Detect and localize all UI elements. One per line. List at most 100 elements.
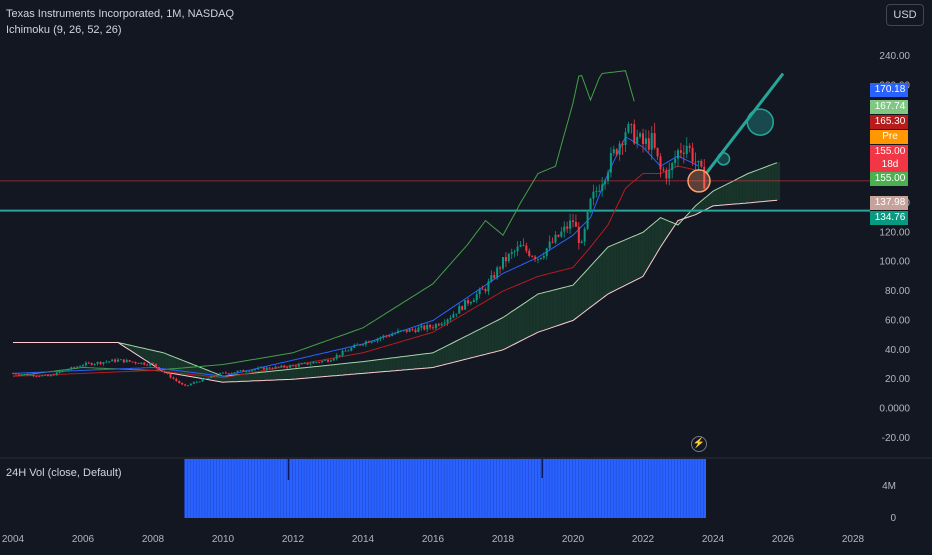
candle-body <box>259 367 262 369</box>
candle-body <box>644 138 647 144</box>
candle-body <box>38 376 41 377</box>
candle-body <box>466 300 470 304</box>
candle-body <box>650 133 653 150</box>
candle-body <box>347 350 350 352</box>
cloud-segment <box>476 329 480 357</box>
projection-trend-line[interactable] <box>704 72 785 175</box>
cloud-segment <box>482 326 486 355</box>
cloud-segment <box>701 198 705 212</box>
candle-body <box>679 150 682 153</box>
cloud-segment <box>526 299 530 339</box>
candle-body <box>61 370 64 373</box>
cloud-segment <box>293 368 296 380</box>
cloud-segment <box>252 372 256 381</box>
cloud-segment <box>153 350 156 367</box>
candle-body <box>396 330 400 334</box>
candle-body <box>119 359 122 361</box>
cloud-segment <box>400 356 404 371</box>
candle-body <box>224 372 227 374</box>
highlight-circle-large[interactable] <box>746 108 774 136</box>
candle-body <box>542 255 545 258</box>
y-axis-tick-label: 120.00 <box>879 227 910 238</box>
candle-body <box>691 147 694 162</box>
cloud-segment <box>403 356 407 370</box>
cloud-segment <box>231 375 235 382</box>
candle-body <box>332 358 335 361</box>
cloud-segment <box>756 169 760 203</box>
candle-body <box>160 369 163 372</box>
volume-spike <box>541 459 543 478</box>
candle-body <box>461 306 464 310</box>
candle-body <box>283 365 286 368</box>
cloud-segment <box>736 177 740 204</box>
candle-body <box>286 367 289 369</box>
candle-body <box>443 322 446 324</box>
candle-body <box>309 363 312 365</box>
cloud-segment <box>144 348 148 362</box>
cloud-segment <box>173 356 177 375</box>
cloud-segment <box>290 368 293 380</box>
candle-body <box>417 327 420 332</box>
cloud-segment <box>456 339 460 362</box>
candle-body <box>318 362 321 364</box>
cloud-segment <box>558 288 562 326</box>
candle-body <box>277 366 280 368</box>
price-tag: 167.74 <box>870 100 908 114</box>
volume-pane <box>0 457 932 518</box>
candle-body <box>143 362 146 365</box>
drawing-annotations[interactable] <box>687 72 785 193</box>
cloud-segment <box>287 369 291 380</box>
candle-body <box>32 374 35 377</box>
candle-body <box>90 363 93 365</box>
cloud-segment <box>555 288 559 327</box>
candle-body <box>399 330 402 332</box>
candle-body <box>146 364 149 366</box>
cloud-segment <box>424 353 428 369</box>
candle-body <box>26 373 29 376</box>
cloud-segment <box>249 373 253 382</box>
candle-body <box>169 373 172 378</box>
price-tag: 155.00 <box>870 145 908 159</box>
volume-legend[interactable]: 24H Vol (close, Default) <box>6 467 122 479</box>
candle-body <box>227 373 230 374</box>
candle-body <box>586 212 589 229</box>
cloud-segment <box>479 327 483 356</box>
base-line <box>12 165 699 379</box>
cloud-segment <box>616 242 620 290</box>
cloud-segment <box>552 289 556 328</box>
cloud-segment <box>275 370 279 380</box>
candle-body <box>46 374 50 377</box>
candle-body <box>423 325 426 330</box>
candle-body <box>361 344 365 346</box>
highlight-circle-orange[interactable] <box>687 169 711 193</box>
candle-body <box>114 359 117 362</box>
cloud-segment <box>345 363 349 375</box>
currency-button[interactable]: USD <box>886 4 924 26</box>
candle-body <box>44 374 47 376</box>
cloud-segment <box>748 172 751 203</box>
candle-body <box>382 335 385 338</box>
candle-body <box>230 372 233 374</box>
indicator-legend[interactable]: Ichimoku (9, 26, 52, 26) <box>6 24 122 36</box>
candle-body <box>297 364 300 367</box>
candle-body <box>49 374 52 377</box>
cloud-segment <box>330 364 334 377</box>
candle-body <box>589 198 592 213</box>
candle-body <box>341 350 344 356</box>
candle-body <box>344 350 347 352</box>
candle-body <box>364 341 367 345</box>
cloud-segment <box>750 171 754 203</box>
lightning-icon[interactable]: ⚡ <box>691 436 707 452</box>
highlight-circle-small[interactable] <box>716 152 731 166</box>
cloud-segment <box>185 361 188 377</box>
cloud-segment <box>421 353 425 369</box>
cloud-segment <box>170 355 174 374</box>
price-tag: 18d 10h <box>870 158 908 184</box>
cloud-segment <box>158 351 162 371</box>
cloud-segment <box>167 354 171 374</box>
cloud-segment <box>339 363 343 376</box>
candle-body <box>609 153 612 173</box>
candle-body <box>682 152 685 154</box>
